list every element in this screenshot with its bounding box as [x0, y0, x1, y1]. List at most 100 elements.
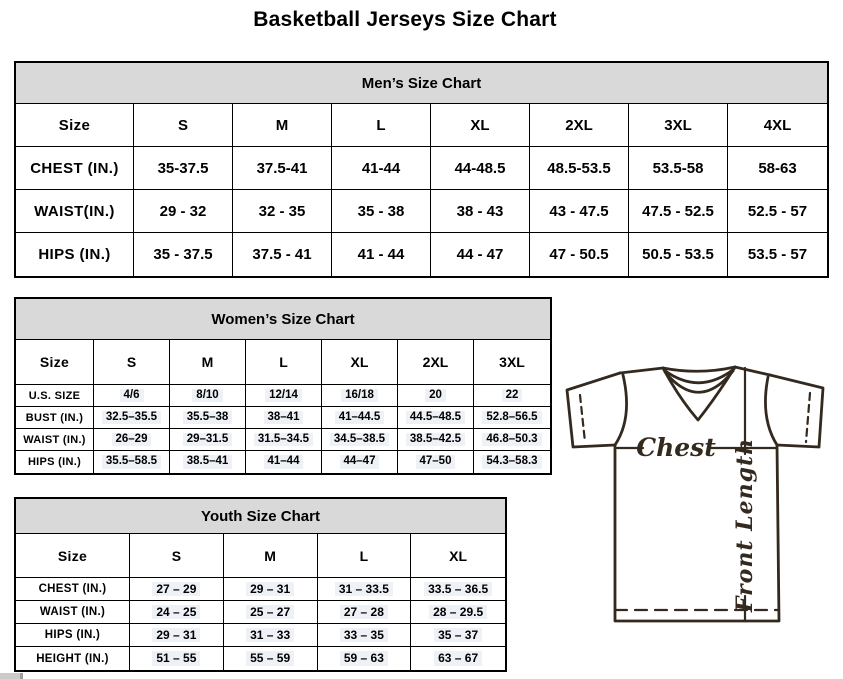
table-cell: 53.5 - 57 [747, 246, 808, 263]
table-cell: 26–29 [94, 429, 170, 451]
table-cell: 33 – 35 [317, 624, 412, 647]
left-sleeve-outline [565, 371, 622, 449]
table-cell: 59 – 63 [318, 647, 412, 670]
cell-value: 31 – 33 [246, 627, 295, 643]
cell-value: 35 – 37 [434, 627, 483, 643]
table-cell: 35-37.5 [134, 147, 233, 190]
mens-col-header: 2XL [530, 104, 629, 147]
scrollbar-fragment [0, 673, 23, 679]
mens-table-title: Men’s Size Chart [16, 63, 827, 104]
mens-col-header: L [332, 104, 431, 147]
cell-value: 35.5–38 [182, 410, 233, 425]
table-cell: 32 - 35 [233, 190, 332, 233]
table-cell: 47 - 50.5 [530, 233, 629, 276]
youth-row-label: HIPS (IN.) [16, 624, 130, 647]
table-cell: 44.5–48.5 [398, 407, 474, 429]
right-sleeve-stitch-line [804, 391, 812, 444]
cell-value: 32.5–35.5 [101, 410, 162, 425]
cell-value: 47–50 [415, 455, 456, 469]
mens-size-table: Men’s Size Chart Size S M L XL 2XL 3XL 4… [14, 61, 829, 278]
collar-top-edge [661, 365, 737, 373]
mens-corner-header: Size [16, 104, 134, 147]
womens-row-label: BUST (IN.) [16, 407, 94, 429]
table-cell: 32.5–35.5 [94, 407, 170, 429]
cell-value: 20 [425, 388, 446, 403]
cell-value: 16/18 [341, 388, 378, 403]
cell-value: 31 – 33.5 [334, 581, 393, 597]
youth-col-header: M [223, 534, 318, 578]
right-sleeve-outline [768, 373, 825, 449]
youth-col-header: XL [411, 534, 505, 578]
youth-size-table: Youth Size Chart Size S M L XL CHEST (IN… [14, 497, 507, 672]
youth-corner-header: Size [16, 534, 130, 578]
table-cell: 12/14 [246, 385, 322, 407]
table-cell: 8/10 [170, 385, 246, 407]
table-cell: 44 - 47 [431, 233, 530, 276]
womens-col-header: M [170, 340, 246, 385]
cell-value: 38.5–42.5 [405, 432, 466, 447]
cell-value: 22 [501, 388, 523, 403]
mens-row-label: HIPS (IN.) [16, 233, 134, 276]
cell-value: 4/6 [119, 388, 144, 403]
table-cell: 44-48.5 [431, 147, 530, 190]
table-cell: 41-44 [332, 147, 431, 190]
womens-col-header: XL [322, 340, 398, 385]
table-cell: 31 – 33.5 [317, 578, 412, 601]
table-cell: 16/18 [322, 385, 398, 407]
table-cell: 29 - 32 [134, 190, 233, 233]
table-cell: 31.5–34.5 [246, 429, 322, 451]
womens-row-label: U.S. SIZE [16, 385, 94, 407]
jersey-measurement-diagram: Chest Front Length [565, 365, 825, 623]
cell-value: 33 – 35 [339, 627, 388, 643]
cell-value: 59 – 63 [339, 651, 388, 666]
cell-value: 44–47 [339, 455, 380, 469]
womens-col-header: 3XL [474, 340, 550, 385]
table-cell: 29 – 31 [130, 624, 224, 647]
cell-value: 44.5–48.5 [405, 410, 466, 425]
front-length-label: Front Length [732, 438, 758, 613]
table-cell: 43 - 47.5 [530, 190, 629, 233]
womens-row-label: HIPS (IN.) [16, 451, 94, 473]
table-cell: 47–50 [398, 451, 474, 473]
cell-value: 28 – 29.5 [429, 604, 488, 620]
table-cell: 35 - 37.5 [134, 233, 233, 276]
table-cell: 38.5–42.5 [398, 429, 474, 451]
mens-col-header: M [233, 104, 332, 147]
cell-value: 63 – 67 [434, 651, 483, 666]
cell-value: 52.8–56.5 [482, 410, 542, 425]
youth-table-grid: Size S M L XL CHEST (IN.) 27 – 29 29 – 3… [16, 534, 505, 670]
page-title: Basketball Jerseys Size Chart [253, 8, 557, 31]
table-cell: 35.5–58.5 [94, 451, 170, 473]
table-cell: 35.5–38 [170, 407, 246, 429]
youth-row-label: HEIGHT (IN.) [16, 647, 130, 670]
mens-col-header: 3XL [629, 104, 728, 147]
womens-corner-header: Size [16, 340, 94, 385]
cell-value: 41–44.5 [334, 410, 385, 425]
cell-value: 12/14 [265, 388, 302, 403]
table-cell: 54.3–58.3 [474, 451, 550, 473]
collar-band-1 [662, 367, 736, 385]
table-cell: 46.8–50.3 [474, 429, 550, 451]
table-cell: 25 – 27 [223, 601, 318, 624]
womens-row-label: WAIST (IN.) [16, 429, 94, 451]
table-cell: 37.5-41 [233, 147, 332, 190]
table-cell: 52.5 - 57 [728, 190, 827, 233]
cell-value: 25 – 27 [246, 604, 295, 620]
cell-value: 38–41 [263, 410, 304, 425]
table-cell: 37.5 - 41 [233, 233, 332, 276]
womens-col-header: S [94, 340, 170, 385]
table-cell: 22 [474, 385, 550, 407]
table-cell: 51 – 55 [130, 647, 224, 670]
table-cell: 27 – 28 [317, 601, 412, 624]
mens-row-label: CHEST (IN.) [16, 147, 134, 190]
cell-value: 24 – 25 [152, 604, 201, 620]
table-cell: 33.5 – 36.5 [411, 578, 505, 601]
youth-col-header: S [130, 534, 224, 578]
table-cell: 44–47 [322, 451, 398, 473]
table-cell: 29 – 31 [223, 578, 318, 601]
left-sleeve-stitch-line [578, 393, 587, 444]
vneck-outline [661, 365, 737, 422]
left-armhole-seam [613, 373, 628, 447]
table-cell: 27 – 29 [130, 578, 224, 601]
table-cell: 63 – 67 [411, 647, 505, 670]
